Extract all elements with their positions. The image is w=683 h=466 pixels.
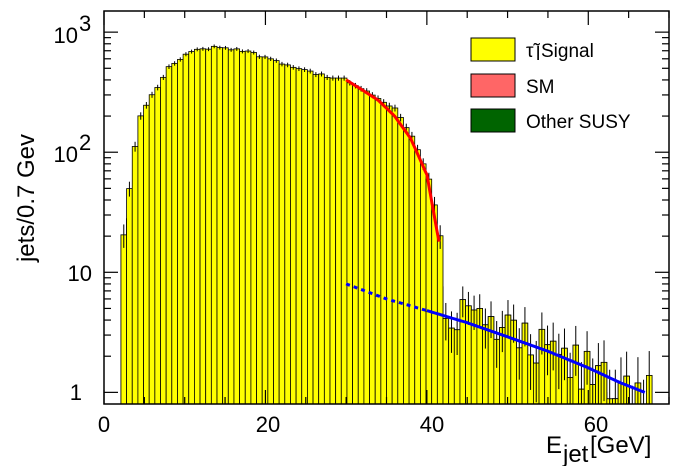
- bar-signal: [154, 87, 161, 405]
- bar-signal: [312, 74, 320, 405]
- bar-signal: [408, 135, 416, 405]
- bar-signal: [256, 56, 263, 405]
- bar-signal: [267, 58, 274, 405]
- bar-signal: [340, 77, 348, 405]
- bar-signal: [120, 234, 127, 405]
- bar-signal: [182, 53, 190, 405]
- bar-signal: [329, 77, 337, 405]
- signal-fit-curve: [345, 78, 441, 242]
- legend-other-label: Other SUSY: [526, 112, 631, 133]
- bar-signal: [346, 82, 354, 405]
- background-fit-dashed: [345, 282, 428, 313]
- bar-signal: [216, 47, 224, 405]
- bar-signal: [137, 115, 144, 405]
- x-axis-title-main: E: [546, 432, 562, 459]
- bar-signal: [171, 62, 178, 405]
- axis-ticks: [103, 11, 670, 404]
- bar-signal: [131, 146, 139, 405]
- bar-signal: [273, 60, 280, 405]
- bar-signal: [250, 52, 257, 405]
- legend: τ̃ l Signal SM Other SUSY: [470, 37, 631, 133]
- x-axis-title: E jet [GeV]: [546, 432, 651, 466]
- bar-signal: [363, 90, 370, 405]
- background-fit-solid: [426, 309, 646, 394]
- y-tick-label-1000: 10: [54, 23, 78, 48]
- bar-signal: [380, 101, 387, 405]
- bar-signal: [419, 163, 427, 405]
- signal-histogram: [120, 45, 653, 405]
- bar-signal: [210, 45, 218, 405]
- x-axis-title-unit: [GeV]: [590, 432, 651, 459]
- bar-signal: [414, 149, 421, 405]
- bar-signal: [143, 104, 150, 405]
- bar-signal: [357, 88, 365, 405]
- bar-signal: [425, 178, 433, 405]
- bar-signal: [323, 76, 331, 405]
- bar-signal: [205, 48, 212, 405]
- bar-signal: [160, 76, 167, 405]
- legend-swatch-other: [470, 108, 516, 133]
- bar-signal: [374, 98, 382, 405]
- legend-signal-label: Signal: [541, 41, 594, 62]
- bar-signal: [306, 70, 314, 405]
- legend-sm-label: SM: [526, 77, 555, 98]
- bar-signal: [397, 117, 404, 405]
- bar-signal: [193, 48, 201, 405]
- x-tick-label-60: 60: [584, 412, 608, 437]
- bar-signal: [244, 50, 252, 405]
- x-tick-label-40: 40: [420, 412, 444, 437]
- x-tick-label-0: 0: [98, 412, 110, 437]
- y-axis-title: jets/0.7 Gev: [13, 134, 40, 263]
- bar-signal: [295, 68, 303, 405]
- bar-signal: [126, 188, 133, 405]
- x-tick-labels: 0 20 40 60: [98, 412, 608, 437]
- y-tick-label-10: 10: [68, 261, 92, 286]
- y-tick-labels: 1 10 10 2 10 3: [54, 11, 92, 405]
- bar-signal: [148, 94, 156, 405]
- legend-signal-sub: l: [536, 44, 540, 65]
- bar-signal: [239, 50, 246, 405]
- bar-signal: [222, 47, 229, 405]
- bar-signal: [278, 63, 286, 405]
- x-axis-title-sub: jet: [562, 441, 589, 466]
- bar-signal: [199, 48, 207, 405]
- x-tick-label-20: 20: [256, 412, 280, 437]
- bar-signal: [301, 69, 308, 405]
- bar-signal: [335, 77, 342, 405]
- bar-signal: [177, 59, 184, 405]
- y-tick-label-100: 10: [54, 142, 78, 167]
- bar-signal: [227, 49, 235, 405]
- bar-signal: [233, 48, 240, 405]
- bar-signal: [391, 107, 399, 405]
- bar-signal: [352, 85, 359, 405]
- bar-signal: [261, 56, 269, 405]
- legend-swatch-sm: [470, 73, 516, 98]
- bar-signal: [318, 73, 325, 405]
- y-tick-label-100-exp: 2: [79, 130, 91, 155]
- error-bars: [123, 44, 650, 404]
- bar-signal: [369, 94, 376, 405]
- legend-swatch-signal: [470, 37, 516, 62]
- bar-signal: [188, 51, 195, 405]
- bar-signal: [165, 66, 173, 405]
- bar-signal: [290, 66, 297, 405]
- bar-signal: [403, 127, 410, 405]
- y-tick-label-1: 1: [70, 380, 82, 405]
- y-tick-label-1000-exp: 3: [79, 11, 91, 36]
- bar-signal: [386, 105, 393, 405]
- bar-signal: [436, 235, 444, 405]
- bar-signal: [284, 64, 291, 405]
